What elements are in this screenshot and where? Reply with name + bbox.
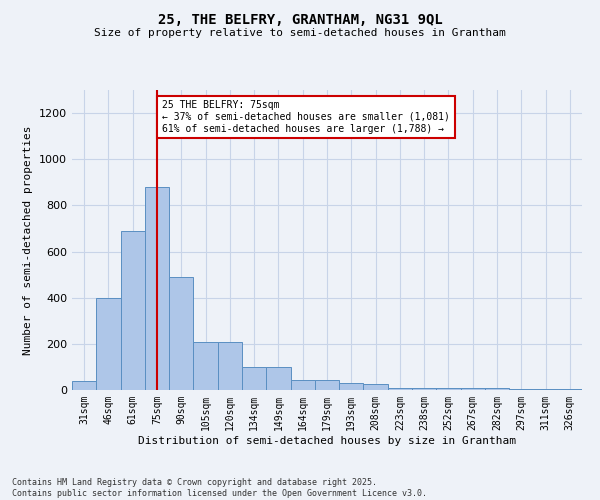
Bar [218, 342, 242, 390]
Bar [339, 383, 364, 390]
Bar [290, 380, 315, 390]
Bar [412, 388, 436, 390]
Bar [533, 389, 558, 390]
Bar [315, 380, 339, 390]
Bar [72, 381, 96, 390]
Bar [193, 342, 218, 390]
Text: 25, THE BELFRY, GRANTHAM, NG31 9QL: 25, THE BELFRY, GRANTHAM, NG31 9QL [158, 12, 442, 26]
Bar [509, 389, 533, 390]
Bar [485, 388, 509, 390]
Bar [96, 298, 121, 390]
X-axis label: Distribution of semi-detached houses by size in Grantham: Distribution of semi-detached houses by … [138, 436, 516, 446]
Text: 25 THE BELFRY: 75sqm
← 37% of semi-detached houses are smaller (1,081)
61% of se: 25 THE BELFRY: 75sqm ← 37% of semi-detac… [162, 100, 450, 134]
Text: Size of property relative to semi-detached houses in Grantham: Size of property relative to semi-detach… [94, 28, 506, 38]
Bar [436, 388, 461, 390]
Bar [242, 367, 266, 390]
Bar [461, 388, 485, 390]
Bar [558, 389, 582, 390]
Text: Contains HM Land Registry data © Crown copyright and database right 2025.
Contai: Contains HM Land Registry data © Crown c… [12, 478, 427, 498]
Bar [169, 277, 193, 390]
Bar [266, 367, 290, 390]
Bar [145, 187, 169, 390]
Y-axis label: Number of semi-detached properties: Number of semi-detached properties [23, 125, 34, 355]
Bar [364, 384, 388, 390]
Bar [121, 231, 145, 390]
Bar [388, 388, 412, 390]
